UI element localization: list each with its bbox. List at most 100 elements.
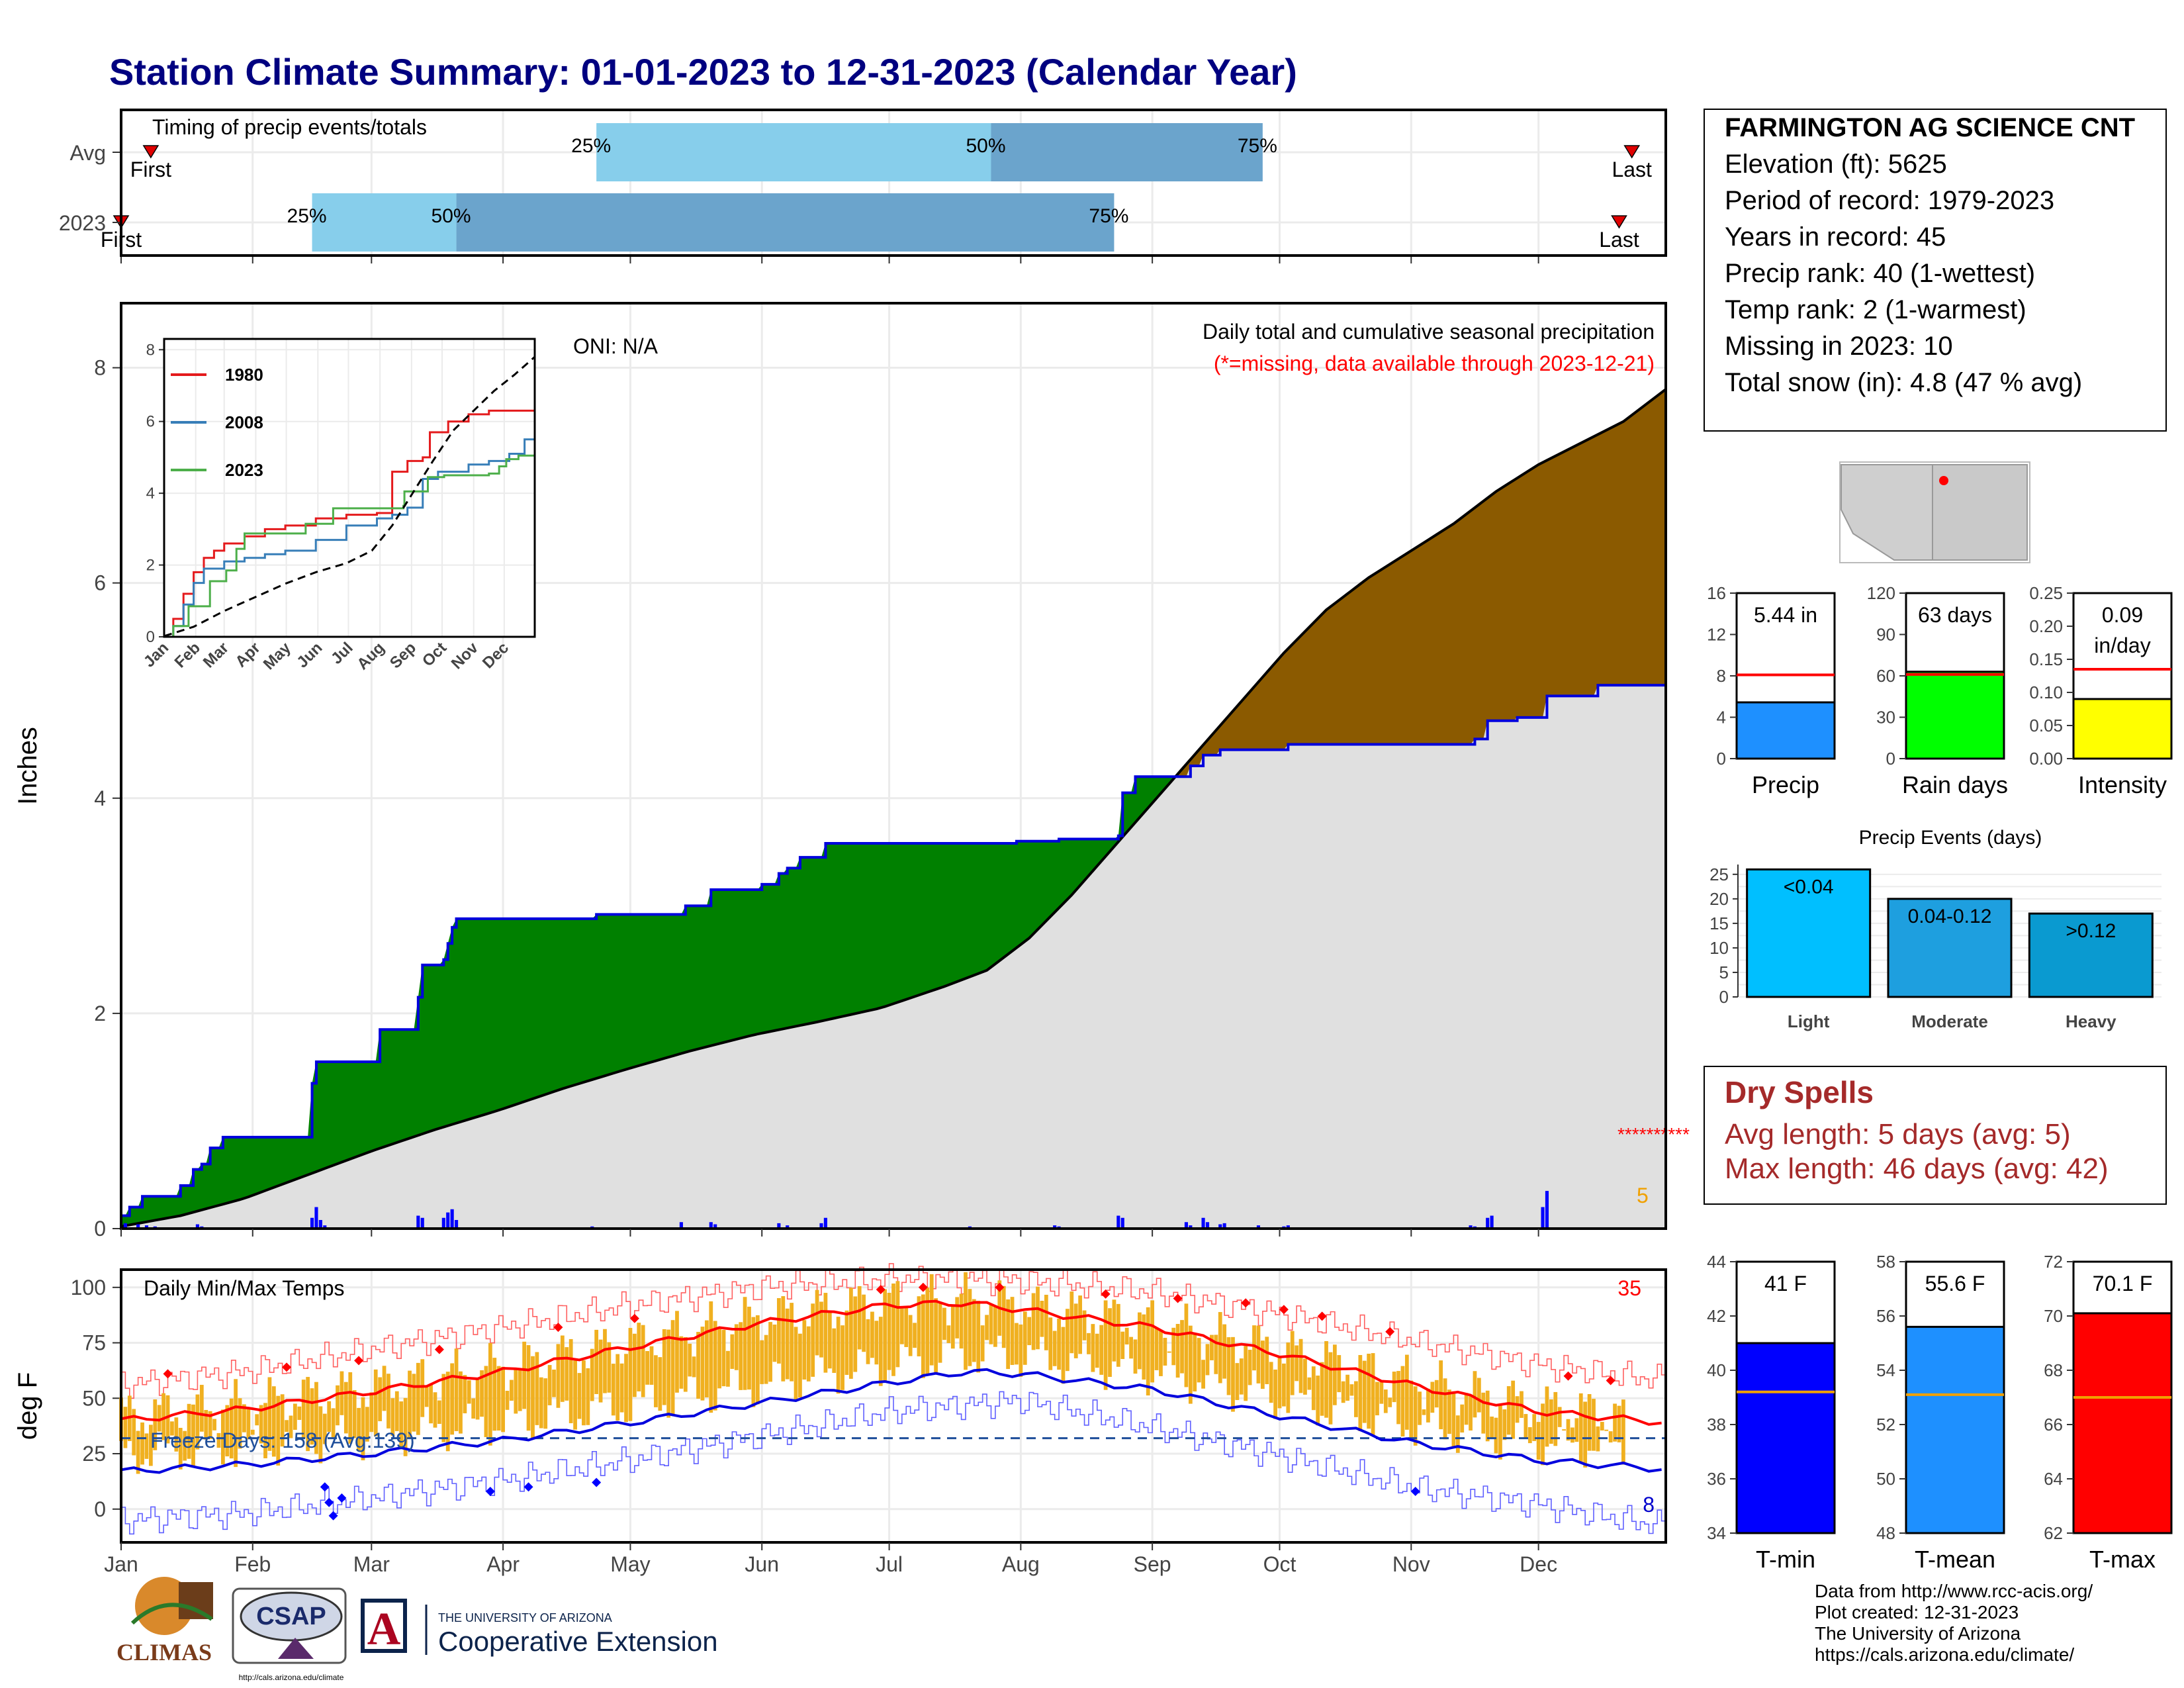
daily-temp-bar <box>976 1301 981 1373</box>
daily-temp-bar <box>1349 1384 1354 1396</box>
daily-temp-bar <box>1239 1358 1244 1395</box>
y-tick-label: 8 <box>94 356 106 380</box>
daily-temp-bar <box>959 1293 964 1349</box>
daily-precip-bar <box>310 1217 314 1229</box>
oni-label: ONI: N/A <box>573 334 659 358</box>
daily-temp-bar <box>306 1377 310 1452</box>
daily-temp-bar <box>1069 1291 1074 1354</box>
summary-y-tick-label: 54 <box>1876 1360 1895 1380</box>
daily-temp-bar <box>1048 1317 1053 1370</box>
daily-temp-bar <box>361 1397 365 1461</box>
summary-y-tick-label: 72 <box>2044 1252 2063 1272</box>
daily-temp-bar <box>424 1385 429 1407</box>
daily-temp-bar <box>267 1377 272 1451</box>
daily-temp-bar <box>1171 1327 1176 1366</box>
record-high-marker <box>553 1323 563 1333</box>
daily-precip-bar <box>819 1223 823 1229</box>
daily-temp-bar <box>1367 1353 1371 1429</box>
daily-temp-bar <box>938 1302 942 1363</box>
daily-temp-bar <box>1040 1301 1044 1337</box>
events-bar <box>2028 912 2154 998</box>
daily-temp-bar <box>658 1357 662 1411</box>
summary-y-tick-label: 60 <box>1876 666 1895 686</box>
inset-series-line <box>164 418 536 638</box>
daily-temp-bar <box>624 1354 628 1423</box>
daily-temp-bar <box>310 1388 314 1445</box>
daily-precip-bar <box>446 1212 450 1229</box>
summary-y-tick-label: 0.20 <box>2029 616 2063 636</box>
daily-temp-bar <box>510 1380 514 1401</box>
daily-temp-bar <box>365 1407 369 1442</box>
summary-y-tick-label: 58 <box>1876 1252 1895 1272</box>
daily-temp-bar <box>878 1317 883 1386</box>
daily-temp-bar <box>1553 1391 1558 1446</box>
summary-value-label: 63 days <box>1918 603 1992 627</box>
daily-temp-bar <box>654 1355 658 1407</box>
daily-temp-bar <box>862 1294 866 1352</box>
daily-precip-bar <box>1189 1225 1193 1229</box>
station-missing: Missing in 2023: 10 <box>1725 332 1953 361</box>
summary-y-tick-label: 56 <box>1876 1306 1895 1326</box>
location-map <box>1839 461 2030 563</box>
events-y-tick-label: 0 <box>1719 987 1729 1007</box>
record-low-marker <box>337 1493 347 1503</box>
daily-temp-bar <box>484 1366 488 1437</box>
timing-q75-label: 75% <box>1089 205 1128 227</box>
daily-precip-bar <box>450 1209 454 1229</box>
daily-temp-bar <box>1129 1336 1133 1359</box>
daily-temp-bar <box>352 1390 357 1438</box>
daily-temp-bar <box>1303 1358 1307 1395</box>
daily-temp-bar <box>1116 1303 1120 1367</box>
daily-temp-bar <box>582 1360 586 1426</box>
daily-temp-bar <box>1027 1317 1032 1346</box>
daily-temp-bar <box>399 1401 404 1447</box>
daily-temp-bar <box>170 1421 174 1436</box>
daily-precip-bar <box>1120 1217 1124 1229</box>
daily-temp-bar <box>238 1398 242 1449</box>
daily-precip-bar <box>123 1223 127 1229</box>
daily-temp-bar <box>1447 1389 1451 1434</box>
daily-temp-bar <box>917 1296 921 1357</box>
daily-precip-bar <box>1541 1207 1545 1229</box>
daily-temp-bar <box>1052 1331 1057 1366</box>
summary-y-tick-label: 0 <box>1717 749 1726 769</box>
daily-temp-bar <box>1473 1371 1477 1418</box>
daily-temp-bar <box>887 1292 891 1370</box>
x-tick-label: Apr <box>486 1552 520 1576</box>
inset-legend-label: 2008 <box>225 412 263 432</box>
daily-temp-bar <box>1180 1320 1184 1374</box>
summary-value-label: 0.09 <box>2102 603 2143 627</box>
daily-temp-bar <box>242 1404 246 1432</box>
daily-temp-bar <box>1490 1416 1494 1438</box>
daily-temp-bar <box>1413 1386 1418 1446</box>
daily-temp-bar <box>1418 1391 1422 1425</box>
y-tick-label: 2 <box>94 1002 106 1025</box>
daily-precip-bar <box>823 1217 827 1229</box>
daily-temp-bar <box>645 1351 649 1385</box>
daily-temp-bar <box>1010 1297 1015 1365</box>
daily-temp-bar <box>628 1328 633 1421</box>
daily-temp-bar <box>445 1372 450 1452</box>
station-elevation: Elevation (ft): 5625 <box>1725 150 1947 179</box>
daily-temp-bar <box>373 1369 378 1436</box>
daily-temp-bar <box>467 1380 471 1404</box>
daily-temp-bar <box>913 1323 917 1348</box>
dry-spells-box: Dry Spells Avg length: 5 days (avg: 5) M… <box>1704 1066 2167 1205</box>
climas-logo-text: CLIMAS <box>116 1639 212 1665</box>
summary-y-tick-label: 50 <box>1876 1469 1895 1489</box>
daily-temp-bar <box>662 1329 666 1405</box>
daily-temp-bar <box>1566 1419 1570 1441</box>
daily-temp-bar <box>717 1327 721 1389</box>
daily-temp-bar <box>1587 1394 1592 1451</box>
x-tick-label: Dec <box>1520 1552 1557 1576</box>
daily-temp-bar <box>1298 1338 1303 1393</box>
daily-temp-bar <box>1112 1299 1116 1362</box>
daily-temp-bar <box>246 1407 251 1440</box>
climas-wave-icon <box>130 1603 213 1625</box>
summary-y-tick-label: 0.15 <box>2029 649 2063 669</box>
daily-temp-bar <box>322 1413 327 1444</box>
record-high-marker <box>629 1313 639 1323</box>
daily-temp-bar <box>271 1386 276 1457</box>
daily-temp-bar <box>1142 1314 1146 1380</box>
daily-temp-bar <box>760 1340 764 1384</box>
